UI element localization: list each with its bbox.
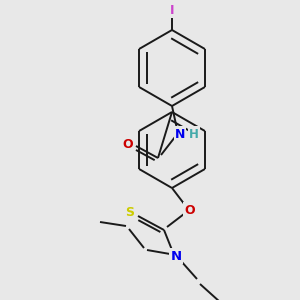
Text: N: N xyxy=(170,250,182,262)
Text: O: O xyxy=(123,137,133,151)
Text: H: H xyxy=(189,128,199,140)
Text: N: N xyxy=(175,128,185,140)
Text: S: S xyxy=(125,206,134,220)
Text: I: I xyxy=(170,4,174,16)
Text: O: O xyxy=(185,203,195,217)
